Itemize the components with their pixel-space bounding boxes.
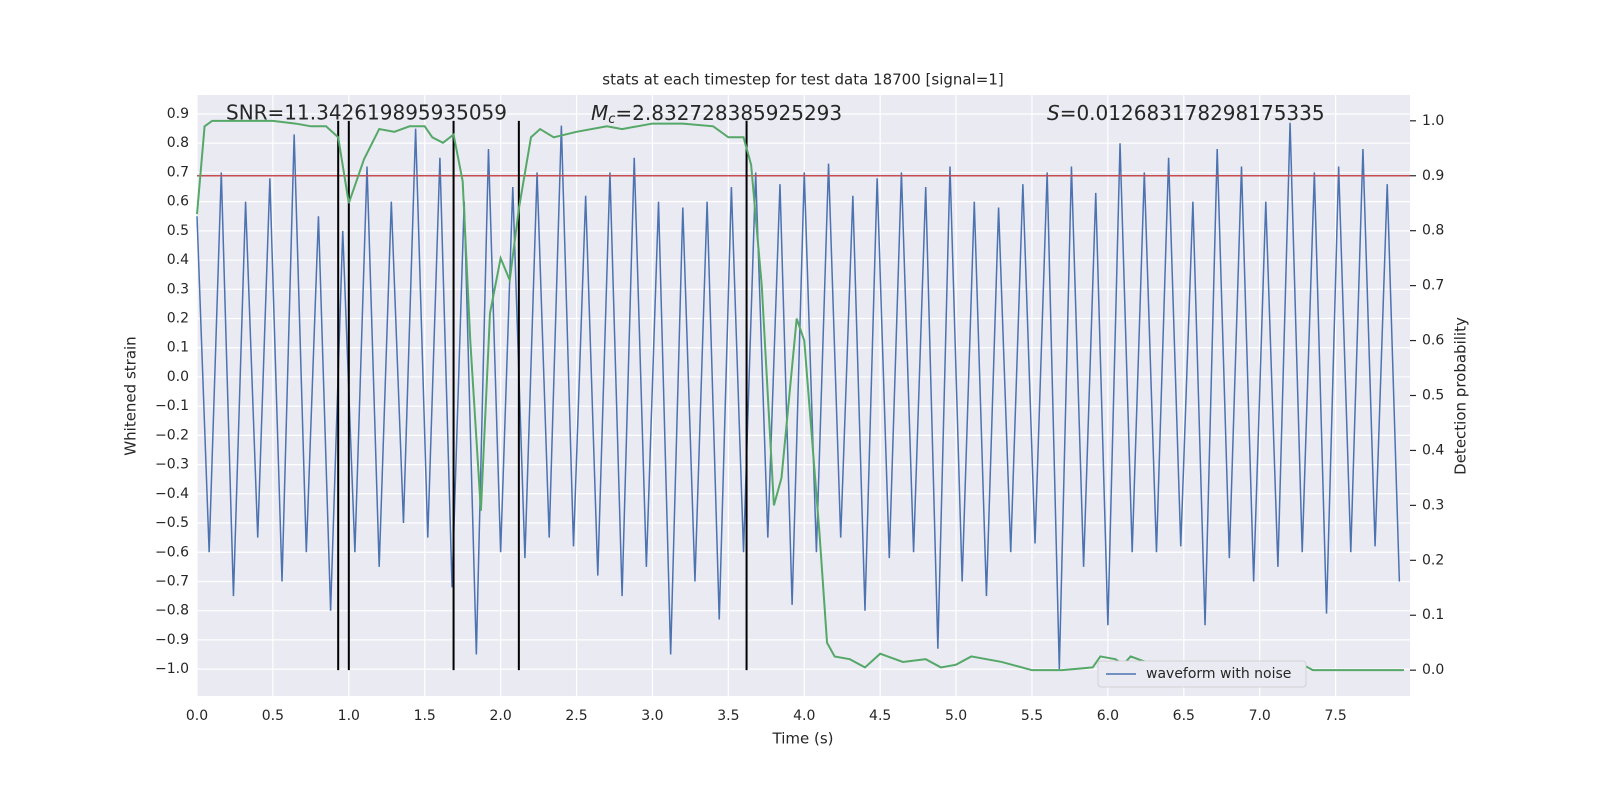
y-tick-label: 0.8 [167,135,189,151]
annotation: Mc=2.832728385925293 [591,101,842,127]
annotation: S=0.012683178298175335 [1047,101,1325,125]
y2-tick-label: 0.4 [1422,442,1444,458]
y-tick-label: 0.0 [167,369,189,385]
y-tick-label: 0.3 [167,281,189,297]
y-tick-label: −0.2 [155,427,189,443]
y2-tick-label: 0.5 [1422,388,1444,404]
x-tick-label: 4.5 [869,708,891,724]
chart-title: stats at each timestep for test data 187… [602,71,1003,89]
x-tick-label: 5.5 [1021,708,1043,724]
series-line [196,119,1404,672]
y2-tick-label: 0.8 [1422,223,1444,239]
marks [196,119,1410,672]
annotation: SNR=11.342619895935059 [226,101,507,125]
legend-box [1097,660,1307,688]
y2-tick-label: 0.9 [1422,168,1444,184]
y-tick-label: −0.6 [155,544,189,560]
x-axis-label: Time (s) [772,730,834,748]
y-tick-label: −0.5 [155,515,189,531]
y2-tick-label: 0.1 [1422,607,1444,623]
y-axis-label: Whitened strain [122,336,140,455]
series-line [196,122,1401,670]
y-tick-label: 0.2 [167,311,189,327]
x-tick-label: 6.0 [1097,708,1119,724]
y-tick-label: 0.6 [167,194,189,210]
x-tick-label: 7.5 [1324,708,1346,724]
y-tick-label: 0.9 [167,106,189,122]
annotation-subscript: c [608,112,615,127]
x-tick-label: 1.0 [338,708,360,724]
annotation-text: =0.012683178298175335 [1060,101,1325,125]
x-tick-label: 0.0 [186,708,208,724]
legend-label: waveform with noise [1146,666,1291,682]
x-tick-label: 7.0 [1249,708,1271,724]
y2-tick-label: 0.7 [1422,278,1444,294]
y-tick-label: −0.4 [155,486,189,502]
y-tick-label: −0.1 [155,398,189,414]
y-tick-label: −1.0 [155,661,189,677]
x-tick-label: 3.0 [641,708,663,724]
x-tick-label: 1.5 [414,708,436,724]
y2-tick-label: 0.3 [1422,497,1444,513]
y-tick-label: −0.9 [155,632,189,648]
y-tick-label: 0.7 [167,164,189,180]
y2-tick-label: 0.0 [1422,662,1444,678]
y-tick-label: 0.4 [167,252,189,268]
legend: waveform with noise [1097,660,1307,688]
x-tick-label: 2.0 [489,708,511,724]
annotation-text: =2.832728385925293 [615,101,842,125]
y-tick-label: 0.5 [167,223,189,239]
y2-tick-label: 1.0 [1422,113,1444,129]
y2-tick-label: 0.6 [1422,333,1444,349]
y-tick-label: −0.8 [155,603,189,619]
x-tick-label: 4.0 [793,708,815,724]
x-tick-label: 5.0 [945,708,967,724]
y-tick-label: 0.1 [167,340,189,356]
y-tick-label: −0.7 [155,573,189,589]
x-tick-label: 0.5 [262,708,284,724]
x-tick-label: 3.5 [717,708,739,724]
annotation-symbol: M [591,101,608,125]
annotation-symbol: S [1047,101,1060,125]
x-tick-label: 2.5 [565,708,587,724]
y2-axis-label: Detection probability [1452,317,1470,475]
x-tick-label: 6.5 [1173,708,1195,724]
y-tick-label: −0.3 [155,457,189,473]
y2-tick-label: 0.2 [1422,552,1444,568]
